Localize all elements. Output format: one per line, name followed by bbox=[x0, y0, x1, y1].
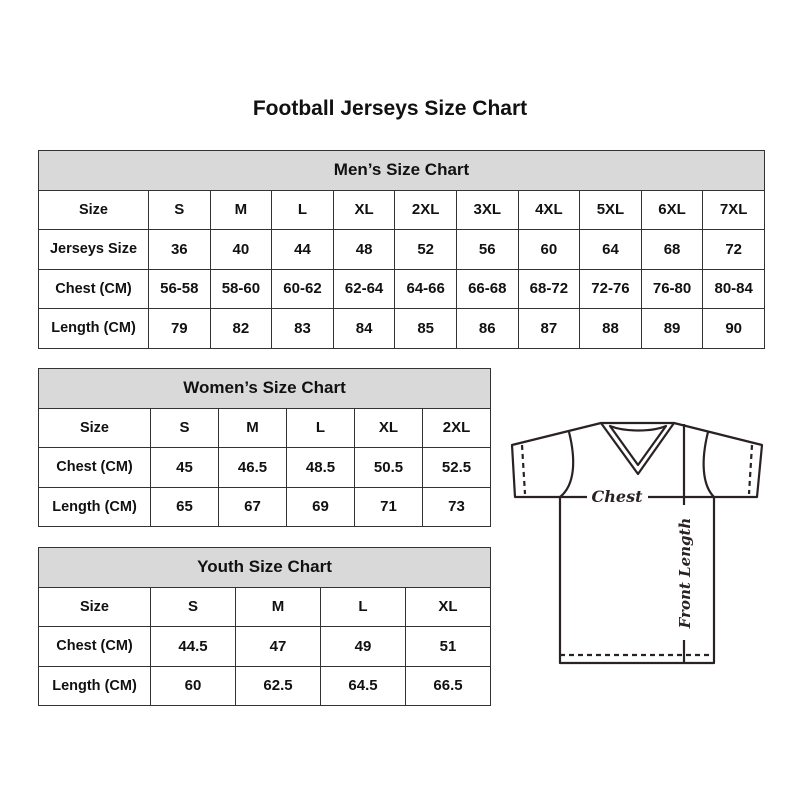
table-cell: 69 bbox=[286, 486, 355, 527]
table-cell: 80-84 bbox=[702, 268, 765, 309]
table-cell: 79 bbox=[148, 308, 211, 349]
table-cell: 52.5 bbox=[422, 447, 491, 488]
table-cell: 84 bbox=[332, 308, 396, 349]
row-label: Chest (CM) bbox=[38, 626, 151, 667]
table-cell: 44 bbox=[271, 229, 334, 270]
table-cell: L bbox=[271, 189, 334, 230]
table-cell: 2XL bbox=[422, 407, 491, 448]
table-cell: 50.5 bbox=[354, 447, 423, 488]
page-title: Football Jerseys Size Chart bbox=[252, 97, 528, 120]
chest-label: Chest bbox=[592, 487, 644, 506]
table-cell: 71 bbox=[354, 486, 423, 527]
table-row: Size S M L XL 2XL 3XL 4XL 5XL 6XL 7XL bbox=[38, 189, 765, 230]
youth-size-table: Youth Size Chart Size S M L XL Chest (CM) 44.5… bbox=[38, 547, 491, 706]
table-cell: 76-80 bbox=[640, 268, 704, 309]
table-cell: 72-76 bbox=[579, 268, 642, 309]
table-row: Length (CM) 65 67 69 71 73 bbox=[38, 486, 491, 527]
table-row: Size S M L XL bbox=[38, 586, 491, 627]
table-cell: 82 bbox=[209, 308, 273, 349]
table-row: Chest (CM) 45 46.5 48.5 50.5 52.5 bbox=[38, 447, 491, 488]
mens-size-table: Men’s Size Chart Size S M L XL 2XL 3XL 4XL 5XL 6X… bbox=[38, 150, 765, 349]
youth-table-heading: Youth Size Chart bbox=[38, 547, 491, 588]
mens-table-heading: Men’s Size Chart bbox=[38, 150, 765, 191]
table-cell: 45 bbox=[150, 447, 219, 488]
table-cell: 64.5 bbox=[320, 665, 406, 706]
jersey-outline bbox=[510, 421, 764, 665]
row-label: Chest (CM) bbox=[38, 447, 151, 488]
table-cell: S bbox=[150, 586, 236, 627]
table-cell: 67 bbox=[218, 486, 287, 527]
table-cell: 60 bbox=[150, 665, 236, 706]
table-cell: L bbox=[286, 407, 355, 448]
row-label: Length (CM) bbox=[38, 308, 149, 349]
table-cell: 7XL bbox=[702, 189, 765, 230]
table-cell: 65 bbox=[150, 486, 219, 527]
table-cell: 66-68 bbox=[455, 268, 519, 309]
table-row: Size S M L XL 2XL bbox=[38, 407, 491, 448]
table-cell: L bbox=[320, 586, 406, 627]
womens-size-table: Women’s Size Chart Size S M L XL 2XL Chest (CM… bbox=[38, 368, 491, 527]
table-cell: 73 bbox=[422, 486, 491, 527]
table-cell: 87 bbox=[517, 308, 581, 349]
row-label: Jerseys Size bbox=[38, 229, 149, 270]
table-cell: 47 bbox=[235, 626, 321, 667]
table-cell: 49 bbox=[320, 626, 406, 667]
table-row: Length (CM) 60 62.5 64.5 66.5 bbox=[38, 665, 491, 706]
row-label: Size bbox=[38, 586, 151, 627]
table-cell: 68 bbox=[640, 229, 704, 270]
table-cell: XL bbox=[405, 586, 491, 627]
womens-table-heading: Women’s Size Chart bbox=[38, 368, 491, 409]
table-cell: 6XL bbox=[640, 189, 704, 230]
table-cell: M bbox=[235, 586, 321, 627]
table-row: Length (CM) 79 82 83 84 85 86 87 88 89 90 bbox=[38, 308, 765, 349]
table-cell: 60 bbox=[517, 229, 581, 270]
table-cell: 40 bbox=[209, 229, 273, 270]
table-cell: XL bbox=[332, 189, 396, 230]
table-cell: 68-72 bbox=[517, 268, 581, 309]
row-label: Size bbox=[38, 189, 149, 230]
table-cell: 48 bbox=[332, 229, 396, 270]
table-cell: 36 bbox=[148, 229, 211, 270]
table-cell: 48.5 bbox=[286, 447, 355, 488]
front-length-label: Front Length bbox=[676, 518, 694, 630]
table-cell: 56-58 bbox=[148, 268, 211, 309]
table-cell: 62.5 bbox=[235, 665, 321, 706]
table-cell: 85 bbox=[394, 308, 457, 349]
table-row: Chest (CM) 44.5 47 49 51 bbox=[38, 626, 491, 667]
table-cell: 51 bbox=[405, 626, 491, 667]
row-label: Size bbox=[38, 407, 151, 448]
table-cell: 5XL bbox=[579, 189, 642, 230]
table-cell: 44.5 bbox=[150, 626, 236, 667]
table-cell: 90 bbox=[702, 308, 765, 349]
table-cell: 62-64 bbox=[332, 268, 396, 309]
table-cell: XL bbox=[354, 407, 423, 448]
row-label: Length (CM) bbox=[38, 486, 151, 527]
table-cell: M bbox=[218, 407, 287, 448]
table-cell: 60-62 bbox=[271, 268, 334, 309]
table-cell: 86 bbox=[455, 308, 519, 349]
table-cell: 66.5 bbox=[405, 665, 491, 706]
table-cell: 88 bbox=[579, 308, 642, 349]
collar bbox=[599, 421, 676, 476]
table-row: Jerseys Size 36 40 44 48 52 56 60 64 68 72 bbox=[38, 229, 765, 270]
